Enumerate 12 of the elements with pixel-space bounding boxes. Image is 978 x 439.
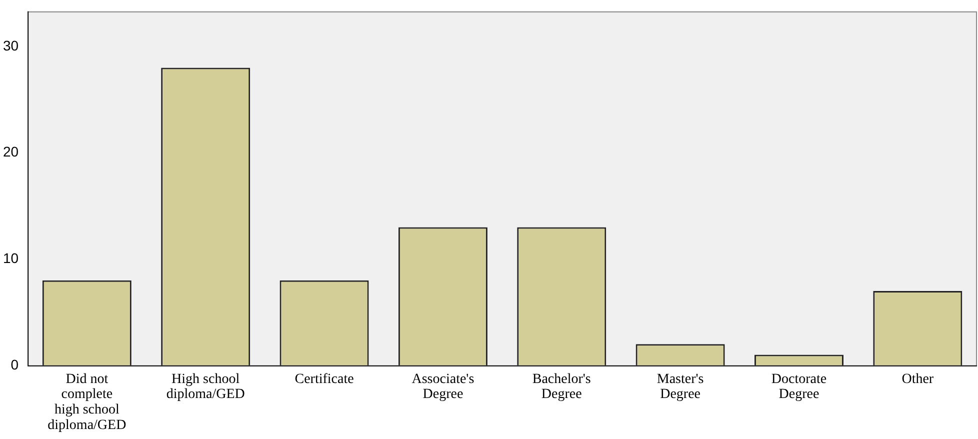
y-tick-label: 20 bbox=[2, 144, 19, 160]
x-tick-label: Master's Degree bbox=[656, 372, 704, 402]
x-tick-label: Bachelor's Degree bbox=[532, 372, 591, 402]
x-tick-label: High school diploma/GED bbox=[166, 372, 245, 402]
x-tick-label: Certificate bbox=[294, 372, 354, 387]
x-tick-label: Did not complete high school diploma/GED bbox=[48, 372, 126, 433]
y-tick-label: 30 bbox=[2, 37, 19, 54]
x-tick-label: Other bbox=[902, 372, 934, 387]
y-tick-label: 10 bbox=[2, 250, 19, 266]
y-tick-label: 0 bbox=[10, 356, 19, 372]
x-tick-label: Doctorate Degree bbox=[771, 372, 827, 402]
x-tick-label: Associate's Degree bbox=[412, 372, 474, 402]
